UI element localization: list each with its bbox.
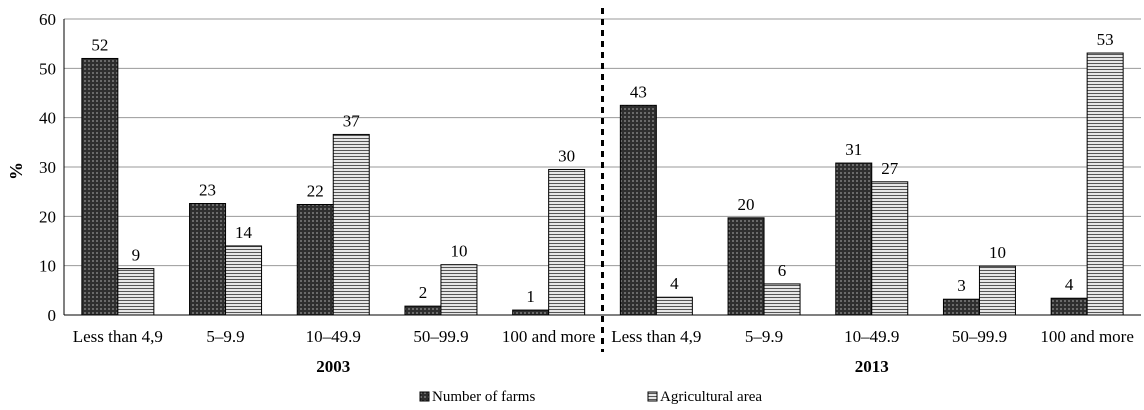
data-label-area: 14 xyxy=(235,223,253,242)
legend-label-farms: Number of farms xyxy=(432,389,535,405)
bar-area xyxy=(225,245,263,316)
y-tick-label: 10 xyxy=(39,257,56,276)
y-tick-label: 0 xyxy=(48,306,57,325)
bar-area xyxy=(871,181,909,316)
x-tick-label: 100 and more xyxy=(502,327,595,346)
data-label-farms: 23 xyxy=(199,181,216,200)
data-label-area: 27 xyxy=(881,159,899,178)
y-tick-label: 40 xyxy=(39,109,56,128)
x-tick-label: 10–49.9 xyxy=(844,327,899,346)
x-tick-label: 5–9.9 xyxy=(745,327,783,346)
data-label-farms: 22 xyxy=(307,181,324,200)
data-label-area: 9 xyxy=(132,246,141,265)
data-label-farms: 1 xyxy=(526,287,535,306)
bars xyxy=(81,52,1124,316)
bar-area xyxy=(548,168,586,316)
bar-area xyxy=(763,283,801,316)
bar-farms xyxy=(727,217,765,316)
x-tick-label: 10–49.9 xyxy=(306,327,361,346)
bar-farms xyxy=(296,203,334,316)
bar-farms xyxy=(81,57,119,316)
y-tick-label: 50 xyxy=(39,59,56,78)
data-label-area: 6 xyxy=(778,261,787,280)
bar-farms xyxy=(512,309,550,316)
data-label-farms: 31 xyxy=(845,140,862,159)
data-label-area: 37 xyxy=(343,111,361,130)
bar-area xyxy=(332,133,370,316)
legend-swatch-farms xyxy=(419,391,430,402)
data-label-farms: 2 xyxy=(419,283,428,302)
data-label-area: 53 xyxy=(1097,30,1114,49)
axes xyxy=(63,8,1141,352)
x-tick-label: 5–9.9 xyxy=(206,327,244,346)
data-label-farms: 4 xyxy=(1065,275,1074,294)
bar-farms xyxy=(835,162,873,316)
group-label: 2013 xyxy=(855,357,889,376)
legend-swatch-area xyxy=(647,391,658,402)
y-axis-title: % xyxy=(6,162,26,180)
bar-farms xyxy=(1050,297,1088,316)
y-tick-label: 60 xyxy=(39,10,56,29)
bar-area xyxy=(1086,52,1124,316)
data-label-farms: 3 xyxy=(957,276,966,295)
x-tick-label: 50–99.9 xyxy=(413,327,468,346)
y-tick-label: 30 xyxy=(39,158,56,177)
x-tick-label: Less than 4,9 xyxy=(73,327,163,346)
bar-farms xyxy=(942,298,980,316)
bar-farms xyxy=(404,305,442,316)
y-tick-label: 20 xyxy=(39,207,56,226)
bar-farms xyxy=(619,104,657,316)
bar-area xyxy=(117,268,155,316)
data-label-area: 30 xyxy=(558,146,575,165)
legend-label-area: Agricultural area xyxy=(660,389,762,405)
group-label: 2003 xyxy=(316,357,350,376)
bar-farms xyxy=(189,203,227,316)
data-label-area: 10 xyxy=(450,242,467,261)
bar-area xyxy=(655,296,693,316)
x-tick-label: 100 and more xyxy=(1040,327,1133,346)
legend: Number of farms Agricultural area xyxy=(419,389,762,405)
x-tick-label: 50–99.9 xyxy=(952,327,1007,346)
data-label-farms: 20 xyxy=(738,195,755,214)
x-tick-label: Less than 4,9 xyxy=(611,327,701,346)
data-label-area: 4 xyxy=(670,274,679,293)
data-label-farms: 52 xyxy=(91,35,108,54)
data-label-area: 10 xyxy=(989,243,1006,262)
bar-area xyxy=(978,265,1016,316)
data-label-farms: 43 xyxy=(630,82,647,101)
bar-area xyxy=(440,264,478,316)
